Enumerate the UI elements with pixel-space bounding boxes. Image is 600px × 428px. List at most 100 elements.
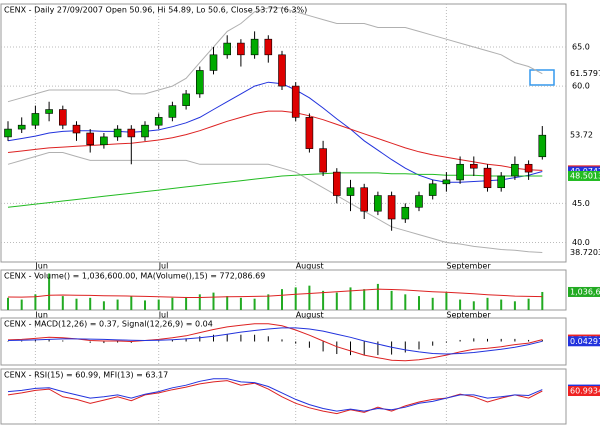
candle-body	[86, 132, 94, 146]
candle-body	[264, 38, 273, 56]
volume-bar	[253, 298, 256, 310]
candle-body	[223, 42, 231, 56]
volume-bar	[185, 296, 188, 310]
volume-bar	[459, 299, 462, 310]
candle-body	[237, 42, 245, 56]
candle-body	[319, 148, 327, 173]
last-value-label: 61.5797	[570, 69, 600, 78]
volume-bar	[267, 294, 270, 310]
candle-body	[209, 54, 218, 71]
volume-bar	[376, 283, 379, 310]
last-value-box	[568, 170, 600, 181]
volume-bar	[226, 296, 229, 310]
volume-bar	[322, 290, 325, 310]
last-value-box	[568, 386, 600, 397]
candle-body	[428, 183, 437, 196]
candle-body	[374, 195, 382, 212]
last-value-box	[568, 68, 600, 79]
highlight-box	[529, 69, 555, 86]
candle-body	[45, 109, 53, 114]
x-tick-label: Jul	[158, 311, 169, 320]
x-tick-label: August	[296, 262, 324, 271]
volume-bar	[7, 297, 9, 310]
candle-body	[17, 124, 26, 130]
last-value-label: 1,036,600	[570, 287, 600, 296]
candle-body	[469, 163, 478, 169]
volume-bar	[239, 297, 242, 310]
panel-frame	[0, 368, 567, 425]
volume-bar	[541, 291, 544, 310]
candle-body	[250, 38, 259, 56]
volume-bar	[472, 301, 475, 310]
last-value-label: 0.042917	[570, 337, 600, 346]
y-tick-label: 45.0	[572, 199, 590, 208]
panel-frame	[0, 3, 567, 263]
series-line	[7, 110, 543, 171]
volume-bar	[445, 292, 448, 310]
volume-bar	[281, 289, 283, 310]
candle-body	[113, 128, 122, 138]
x-tick-label: September	[446, 311, 491, 320]
volume-bar	[89, 297, 92, 310]
volume-bar	[144, 300, 146, 310]
panel-title: CENX - MACD(12,26) = 0.37, Signal(12,26,…	[4, 320, 213, 329]
volume-bar	[335, 292, 338, 310]
candle-body	[100, 136, 108, 146]
last-value-box	[568, 130, 600, 141]
volume-bar	[500, 299, 503, 310]
volume-bar	[157, 299, 160, 310]
volume-bar	[513, 301, 516, 310]
volume-bar	[34, 294, 37, 310]
x-tick-label: August	[296, 311, 324, 320]
volume-bar	[61, 296, 64, 310]
last-value-box	[568, 286, 600, 297]
last-value-box	[568, 336, 600, 347]
candle-body	[442, 179, 451, 185]
candle-body	[154, 117, 163, 126]
volume-bar	[20, 299, 23, 310]
volume-bar	[363, 289, 366, 310]
candle-body	[456, 163, 464, 181]
series-line	[7, 81, 543, 183]
panel-frame	[0, 317, 567, 366]
series-line	[7, 172, 543, 208]
volume-bar	[116, 299, 119, 310]
series-line	[7, 152, 543, 253]
volume-bar	[171, 297, 174, 310]
volume-bar	[349, 287, 352, 310]
candle-body	[168, 105, 177, 118]
volume-bar	[198, 294, 201, 310]
candle-body	[127, 128, 136, 138]
volume-bar	[390, 290, 393, 310]
volume-bar	[212, 292, 215, 310]
candle-body	[4, 128, 12, 138]
panel-title: CENX - RSI(15) = 60.99, MFI(13) = 63.17	[4, 371, 168, 380]
volume-bar	[404, 294, 407, 310]
candle-body	[291, 85, 300, 118]
volume-bar	[418, 296, 420, 310]
x-tick-label: September	[446, 262, 491, 271]
last-value-label: 53.72	[570, 131, 593, 140]
volume-bar	[308, 285, 311, 310]
volume-bar	[431, 297, 434, 310]
candle-body	[401, 206, 410, 220]
series-line	[7, 378, 543, 412]
candle-body	[483, 167, 492, 189]
candle-body	[360, 187, 369, 212]
candle-body	[182, 93, 190, 106]
candle-body	[524, 163, 533, 173]
series-line	[7, 288, 543, 298]
y-tick-label: 65.0	[572, 43, 590, 52]
candle-body	[58, 109, 67, 126]
candle-body	[415, 195, 423, 208]
y-tick-label: 40.0	[572, 238, 590, 247]
last-value-label: 60.9934	[570, 387, 600, 396]
candle-body	[346, 187, 355, 196]
volume-bar	[75, 298, 78, 310]
candle-body	[538, 134, 547, 158]
volume-bar	[102, 301, 105, 310]
volume-bar	[294, 287, 297, 310]
candle-body	[305, 117, 314, 149]
